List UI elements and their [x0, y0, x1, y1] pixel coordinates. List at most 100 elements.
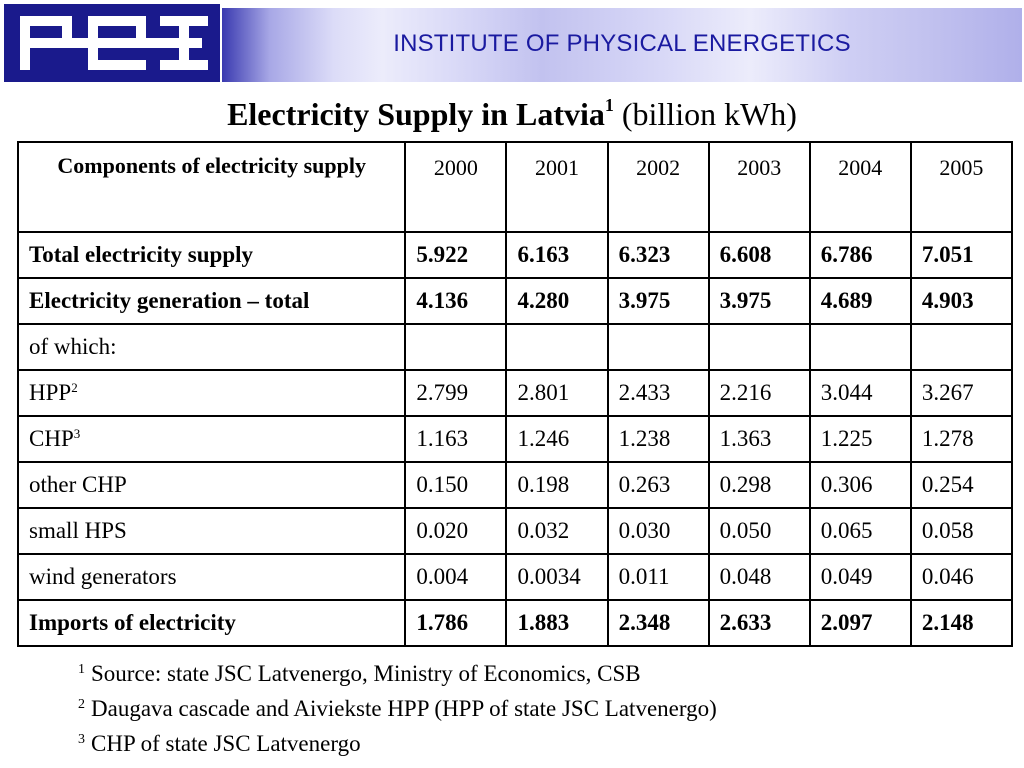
electricity-supply-table: Components of electricity supply 2000 20… — [16, 141, 1014, 647]
table-cell: 1.363 — [707, 415, 811, 463]
table-cell — [909, 323, 1014, 371]
table-cell: 0.050 — [707, 507, 811, 555]
table-cell: 2.433 — [606, 369, 710, 417]
table-cell: 1.278 — [909, 415, 1014, 463]
row-label: Electricity generation – total — [16, 277, 407, 325]
table-cell: 5.922 — [404, 231, 508, 279]
table-cell: 3.044 — [808, 369, 912, 417]
table-cell: 0.298 — [707, 461, 811, 509]
slide-title: Electricity Supply in Latvia1 (billion k… — [0, 96, 1024, 133]
table-row: wind generators 0.004 0.0034 0.011 0.048 0.04… — [16, 553, 1014, 601]
table-cell: 7.051 — [909, 231, 1014, 279]
footnote-text: CHP of state JSC Latvenergo — [91, 731, 361, 756]
footnote: 1 Source: state JSC Latvenergo, Ministry … — [78, 656, 717, 691]
header: INSTITUTE OF PHYSICAL ENERGETICS — [0, 0, 1024, 85]
slide-title-unit: (billion kWh) — [613, 96, 797, 132]
table-row: Electricity generation – total 4.136 4.280… — [16, 277, 1014, 325]
row-label: CHP3 — [16, 415, 407, 463]
table-header-row: Components of electricity supply 2000 20… — [16, 141, 1014, 233]
table-cell: 0.263 — [606, 461, 710, 509]
row-label: other CHP — [16, 461, 407, 509]
table-row: small HPS 0.020 0.032 0.030 0.050 0.065 0.058 — [16, 507, 1014, 555]
table-cell: 0.048 — [707, 553, 811, 601]
table-cell: 4.689 — [808, 277, 912, 325]
row-label-text: small HPS — [29, 518, 127, 543]
row-label: small HPS — [16, 507, 407, 555]
table-cell: 0.058 — [909, 507, 1014, 555]
column-header-year: 2005 — [909, 141, 1014, 233]
table-cell: 6.786 — [808, 231, 912, 279]
table-cell: 0.150 — [404, 461, 508, 509]
row-label-footnote-marker: 3 — [73, 426, 81, 441]
table-cell: 3.267 — [909, 369, 1014, 417]
row-label: Total electricity supply — [16, 231, 407, 279]
row-label-footnote-marker: 2 — [71, 380, 78, 395]
table-cell: 1.238 — [606, 415, 710, 463]
table-cell: 1.883 — [505, 599, 609, 647]
table-cell: 6.323 — [606, 231, 710, 279]
table-cell: 0.004 — [404, 553, 508, 601]
table-cell: 4.903 — [909, 277, 1014, 325]
table-cell: 1.786 — [404, 599, 508, 647]
fei-logo-graphic — [4, 4, 220, 82]
table-row: CHP3 1.163 1.246 1.238 1.363 1.225 1.278 — [16, 415, 1014, 463]
table-cell: 1.246 — [505, 415, 609, 463]
table-cell: 0.065 — [808, 507, 912, 555]
table-cell: 2.633 — [707, 599, 811, 647]
table-cell: 0.254 — [909, 461, 1014, 509]
table-cell: 2.148 — [909, 599, 1014, 647]
table-cell: 4.280 — [505, 277, 609, 325]
row-label: of which: — [16, 323, 407, 371]
column-header-year: 2004 — [808, 141, 912, 233]
table-row: Imports of electricity 1.786 1.883 2.348 2.6… — [16, 599, 1014, 647]
table-cell — [707, 323, 811, 371]
row-label-text: CHP — [29, 426, 74, 451]
table-cell: 6.608 — [707, 231, 811, 279]
footnote-marker: 2 — [78, 697, 85, 712]
row-label-text: Electricity generation – total — [29, 288, 310, 313]
table-row: Total electricity supply 5.922 6.163 6.323 6… — [16, 231, 1014, 279]
row-label-text: Imports of electricity — [29, 610, 236, 635]
table-cell: 0.030 — [606, 507, 710, 555]
column-header-year: 2001 — [505, 141, 609, 233]
table-cell: 0.306 — [808, 461, 912, 509]
table-cell: 1.225 — [808, 415, 912, 463]
table-cell: 6.163 — [505, 231, 609, 279]
table-cell: 1.163 — [404, 415, 508, 463]
row-label-text: wind generators — [29, 564, 177, 589]
slide-title-main: Electricity Supply in Latvia — [227, 96, 605, 132]
row-label: wind generators — [16, 553, 407, 601]
table-row: other CHP 0.150 0.198 0.263 0.298 0.306 0.254 — [16, 461, 1014, 509]
row-label-text: Total electricity supply — [29, 242, 254, 267]
table-cell: 2.216 — [707, 369, 811, 417]
institute-banner: INSTITUTE OF PHYSICAL ENERGETICS — [222, 8, 1022, 82]
table-cell: 0.020 — [404, 507, 508, 555]
table-body: Total electricity supply 5.922 6.163 6.323 6… — [16, 231, 1014, 647]
table-row: HPP2 2.799 2.801 2.433 2.216 3.044 3.267 — [16, 369, 1014, 417]
institute-name: INSTITUTE OF PHYSICAL ENERGETICS — [393, 30, 851, 57]
slide-title-footnote-marker: 1 — [604, 95, 614, 115]
footnote-marker: 3 — [78, 732, 85, 747]
footnote-text: Source: state JSC Latvenergo, Ministry o… — [91, 661, 641, 686]
table-cell: 4.136 — [404, 277, 508, 325]
table-row: of which: — [16, 323, 1014, 371]
table-cell: 3.975 — [606, 277, 710, 325]
table-cell: 0.011 — [606, 553, 710, 601]
row-label: Imports of electricity — [16, 599, 407, 647]
footnote: 2 Daugava cascade and Aiviekste HPP (HPP … — [78, 691, 717, 726]
column-header-year: 2000 — [404, 141, 508, 233]
table-cell: 2.348 — [606, 599, 710, 647]
table-cell: 0.032 — [505, 507, 609, 555]
row-label-text: of which: — [29, 334, 117, 359]
table-cell — [606, 323, 710, 371]
column-header-components: Components of electricity supply — [16, 141, 407, 233]
column-header-year: 2002 — [606, 141, 710, 233]
footnote: 3 CHP of state JSC Latvenergo — [78, 726, 717, 761]
table-cell: 2.801 — [505, 369, 609, 417]
row-label-text: HPP — [29, 380, 72, 405]
table-cell: 0.049 — [808, 553, 912, 601]
table-cell: 3.975 — [707, 277, 811, 325]
table-cell — [505, 323, 609, 371]
footnotes: 1 Source: state JSC Latvenergo, Ministry … — [78, 656, 717, 761]
row-label-text: other CHP — [29, 472, 127, 497]
